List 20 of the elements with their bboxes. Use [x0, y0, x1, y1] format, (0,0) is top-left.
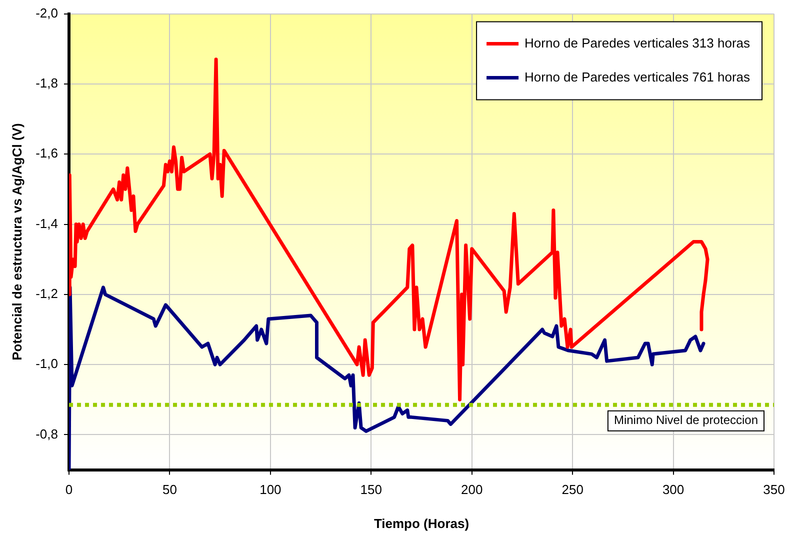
- x-axis-title: Tiempo (Horas): [374, 516, 470, 531]
- y-tick-label: -0,8: [36, 426, 58, 442]
- y-tick-label: -1,8: [36, 76, 58, 91]
- x-tick-label: 0: [65, 482, 73, 498]
- x-tick-label: 350: [763, 482, 785, 498]
- legend-label: Horno de Paredes verticales 313 horas: [524, 35, 750, 50]
- y-tick-label: -1,4: [36, 216, 58, 231]
- ref-line-label: Minimo Nivel de proteccion: [614, 413, 758, 428]
- y-tick-label: -1,6: [36, 146, 58, 161]
- x-tick-label: 50: [162, 482, 177, 498]
- y-axis-title: Potencial de estructura vs Ag/AgCl (V): [9, 123, 24, 360]
- x-tick-label: 300: [662, 482, 684, 498]
- legend-label: Horno de Paredes verticales 761 horas: [524, 69, 750, 84]
- y-tick-label: -2,0: [36, 5, 58, 20]
- x-tick-label: 100: [260, 482, 282, 498]
- x-tick-label: 250: [562, 482, 584, 498]
- x-tick-label: 200: [461, 482, 483, 498]
- y-tick-label: -1,0: [36, 356, 58, 372]
- x-tick-label: 150: [360, 482, 382, 498]
- y-tick-label: -1,2: [36, 286, 58, 301]
